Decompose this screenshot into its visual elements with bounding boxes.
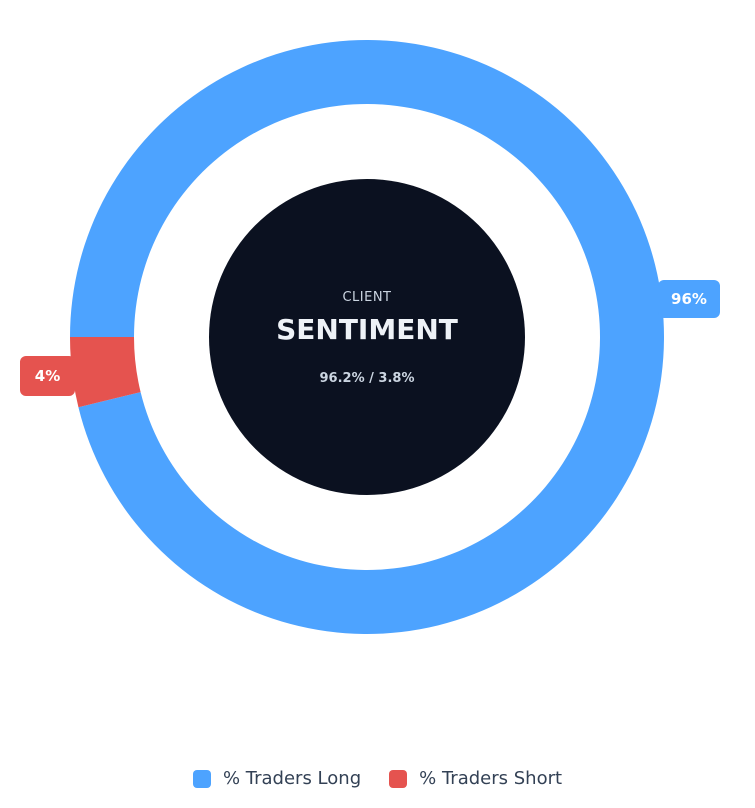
legend-label-long: % Traders Long [222, 768, 362, 789]
legend: % Traders Long % Traders Short [0, 768, 755, 789]
center-panel: CLIENT SENTIMENT 96.2% / 3.8% [209, 179, 525, 495]
center-value: 96.2% / 3.8% [319, 371, 415, 386]
slice-short[interactable] [70, 337, 141, 408]
data-label-short: 4% [20, 356, 75, 396]
center-title: SENTIMENT [276, 313, 458, 346]
legend-swatch-long [192, 769, 211, 788]
legend-item-long[interactable]: % Traders Long [192, 768, 362, 789]
legend-item-short[interactable]: % Traders Short [389, 768, 562, 789]
center-subtitle: CLIENT [342, 290, 392, 305]
legend-label-short: % Traders Short [419, 768, 563, 789]
legend-swatch-short [389, 769, 408, 788]
data-label-long: 96% [658, 280, 720, 318]
